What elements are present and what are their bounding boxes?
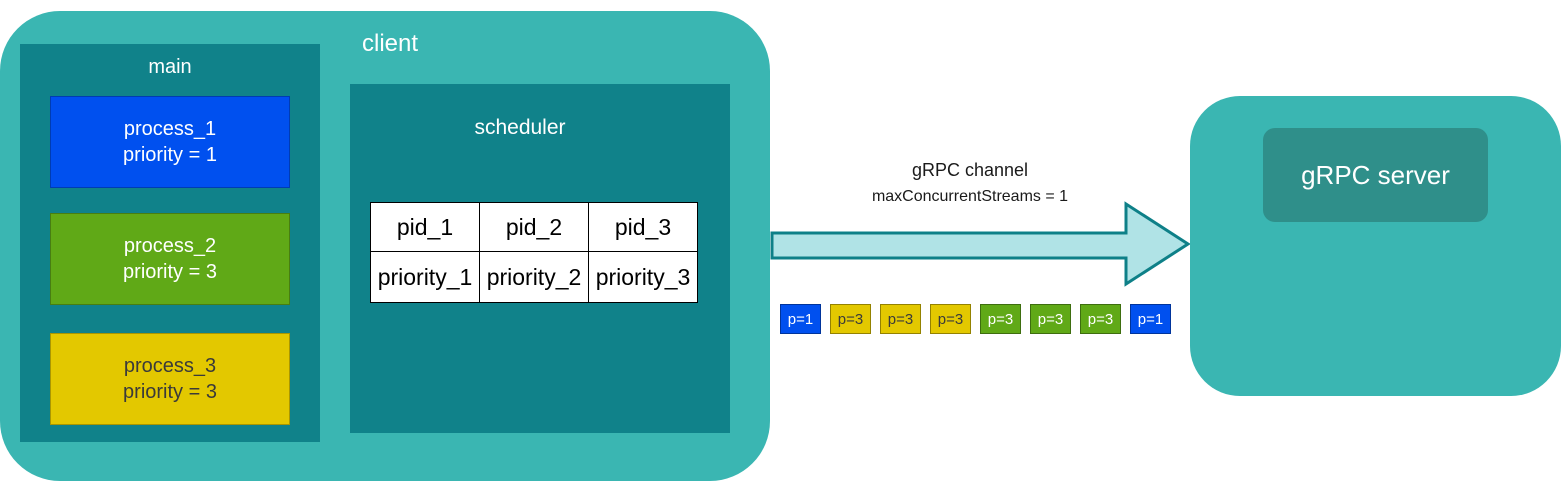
process-3-box: process_3 priority = 3 [50,333,290,425]
main-label: main [148,56,192,78]
client-label: client [362,30,419,57]
packet-7: p=3 [1080,304,1121,334]
priority-cell: priority_1 [370,251,480,303]
pid-row: pid_1 pid_2 pid_3 [370,202,698,252]
packet-5: p=3 [980,304,1021,334]
packet-6: p=3 [1030,304,1071,334]
process-2-name: process_2 [123,235,217,257]
packet-2: p=3 [830,304,871,334]
scheduler-table: pid_1 pid_2 pid_3 priority_1 priority_2 … [370,202,698,303]
pid-cell: pid_3 [588,202,698,252]
packet-8: p=1 [1130,304,1171,334]
channel-arrow [770,201,1191,287]
pid-cell: pid_1 [370,202,480,252]
channel-setting: maxConcurrentStreams = 1 [871,188,1069,205]
process-1-priority: priority = 1 [123,144,217,166]
channel-arrow-shape [770,201,1191,287]
packet-1: p=1 [780,304,821,334]
packet-3: p=3 [880,304,921,334]
packet-4: p=3 [930,304,971,334]
priority-cell: priority_2 [479,251,589,303]
process-3-priority: priority = 3 [123,381,217,403]
process-1-box: process_1 priority = 1 [50,96,290,188]
channel-label: gRPC channel [911,160,1029,180]
process-2-box: process_2 priority = 3 [50,213,290,305]
server-label: gRPC server [1301,159,1450,190]
scheduler-label: scheduler [474,116,566,139]
pid-cell: pid_2 [479,202,589,252]
server-box: gRPC server [1263,128,1488,222]
process-1-name: process_1 [123,118,217,140]
process-2-priority: priority = 3 [123,261,217,283]
priority-cell: priority_3 [588,251,698,303]
priority-row: priority_1 priority_2 priority_3 [370,251,698,303]
process-3-name: process_3 [123,355,217,377]
